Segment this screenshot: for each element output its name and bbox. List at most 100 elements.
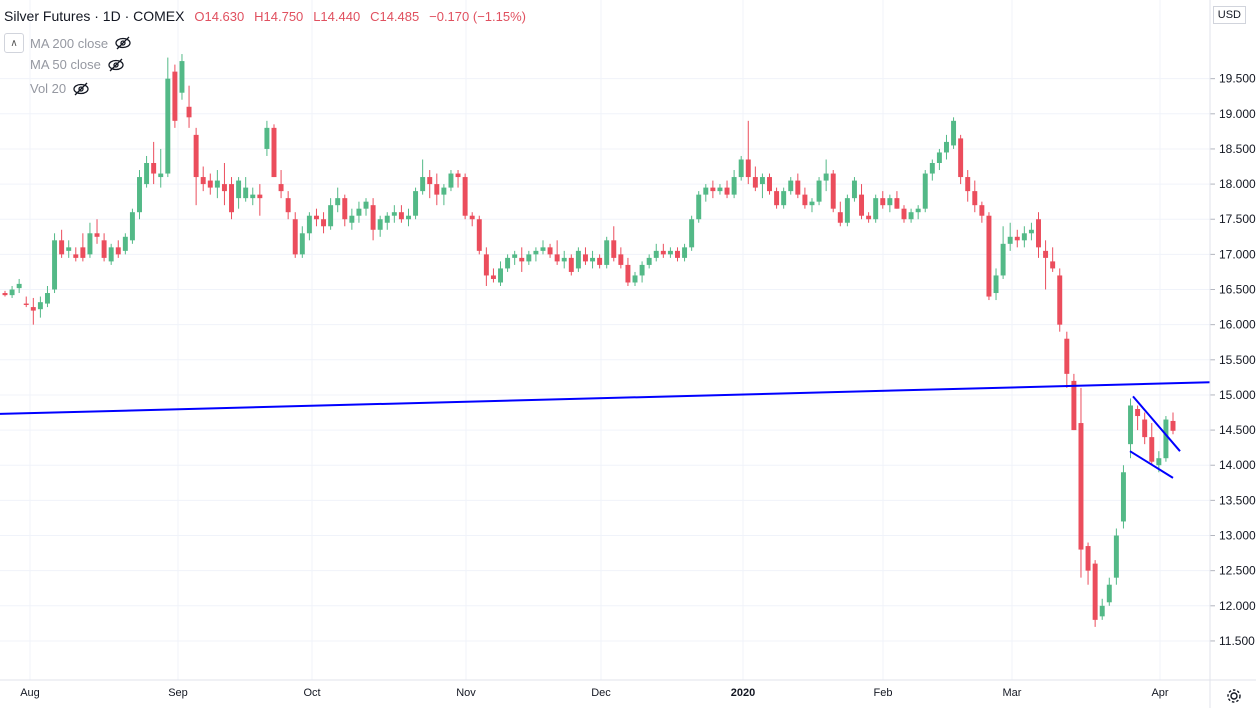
eye-crossed-icon[interactable] [72, 82, 90, 96]
candle [972, 180, 978, 213]
time-tick-label: Oct [303, 687, 320, 699]
candle [1036, 212, 1041, 258]
candle-body [859, 194, 865, 216]
candle-body [271, 127, 277, 178]
candle [611, 226, 617, 262]
candle-body [625, 264, 631, 283]
candle [1149, 423, 1155, 466]
candle [66, 240, 72, 258]
candle [788, 177, 794, 195]
candle [52, 233, 58, 294]
candle-body [653, 250, 659, 258]
candle-body [908, 212, 914, 220]
indicator-vol20[interactable]: Vol 20 [30, 81, 90, 96]
time-axis[interactable]: Aug Sep Oct Nov Dec 2020 Feb Mar Apr [0, 679, 1256, 699]
candle [299, 226, 305, 258]
time-tick-label: Apr [1151, 687, 1168, 699]
candle [625, 257, 631, 286]
time-tick-label: Feb [874, 687, 893, 699]
candle-body [632, 275, 638, 283]
trendlines[interactable] [0, 381, 1211, 479]
candle [547, 243, 553, 258]
candle-body [476, 219, 482, 251]
candle [837, 201, 843, 227]
candle-body [1021, 233, 1027, 241]
candle-body [1007, 236, 1013, 244]
collapse-chevron-icon[interactable]: ∧ [4, 33, 24, 53]
candle [675, 247, 680, 262]
candle-body [427, 177, 433, 185]
candle-body [837, 212, 843, 223]
candle-body [1135, 409, 1141, 417]
candle [908, 208, 914, 223]
candle [929, 159, 935, 181]
candle-body [292, 219, 298, 255]
candle-body [1170, 420, 1176, 431]
candle [292, 212, 298, 258]
trendline [1132, 395, 1181, 452]
candle-body [115, 247, 121, 255]
candle [16, 278, 22, 294]
candle [257, 184, 263, 216]
candle [1057, 268, 1063, 332]
candle-body [151, 163, 157, 174]
price-axis[interactable]: 19.500 19.000 18.500 18.000 17.500 17.000 16.5… [1209, 0, 1256, 708]
candle-body [1036, 219, 1041, 248]
candle [214, 170, 220, 199]
candle-body [1014, 236, 1020, 241]
candle-body [229, 184, 234, 213]
candle-body [44, 293, 50, 304]
candle [1007, 222, 1013, 251]
candle-body [306, 215, 312, 234]
gear-icon[interactable] [1226, 688, 1242, 704]
candle [1099, 598, 1105, 620]
candle [646, 254, 652, 269]
candle [851, 177, 857, 202]
candle [1064, 331, 1070, 388]
price-tick-label: 18.000 [1219, 177, 1256, 191]
indicator-label: MA 50 close [30, 57, 101, 72]
symbol-title[interactable]: Silver Futures · 1D · COMEX [4, 8, 185, 24]
candles [2, 54, 1176, 627]
price-tick-label: 13.500 [1219, 493, 1256, 507]
candle-body [774, 191, 780, 206]
candle-body [745, 159, 751, 178]
candle [1163, 416, 1169, 462]
eye-crossed-icon[interactable] [107, 58, 125, 72]
indicator-ma200[interactable]: ∧ MA 200 close [4, 33, 132, 53]
candle [830, 170, 836, 213]
candle-body [951, 120, 957, 146]
candle [979, 201, 985, 223]
candle [221, 163, 227, 206]
candle [271, 124, 277, 178]
price-tick-label: 17.000 [1219, 247, 1256, 261]
candle-body [1057, 275, 1063, 325]
candle [306, 212, 312, 241]
candle [2, 290, 8, 297]
candle-body [122, 236, 128, 251]
price-tick-label: 12.500 [1219, 564, 1256, 578]
candle [165, 57, 171, 178]
eye-crossed-icon[interactable] [114, 36, 132, 50]
candle [462, 173, 468, 220]
candle [590, 250, 596, 269]
candle-body [66, 247, 72, 251]
ohlc-low: L14.440 [313, 9, 361, 24]
candle-body [901, 208, 907, 220]
candle-body [894, 198, 900, 209]
candle [335, 187, 341, 213]
candle [519, 247, 525, 272]
candle-body [738, 159, 744, 178]
candle-body [639, 264, 645, 276]
candle-body [391, 212, 397, 216]
candle-body [377, 219, 383, 230]
candle [639, 261, 645, 283]
candle [512, 250, 518, 265]
price-tick-label: 16.500 [1219, 283, 1256, 297]
indicator-ma50[interactable]: MA 50 close [30, 57, 125, 72]
currency-label[interactable]: USD [1212, 6, 1246, 24]
candle-body [554, 254, 560, 262]
candle [533, 247, 539, 262]
candle-body [972, 191, 978, 206]
